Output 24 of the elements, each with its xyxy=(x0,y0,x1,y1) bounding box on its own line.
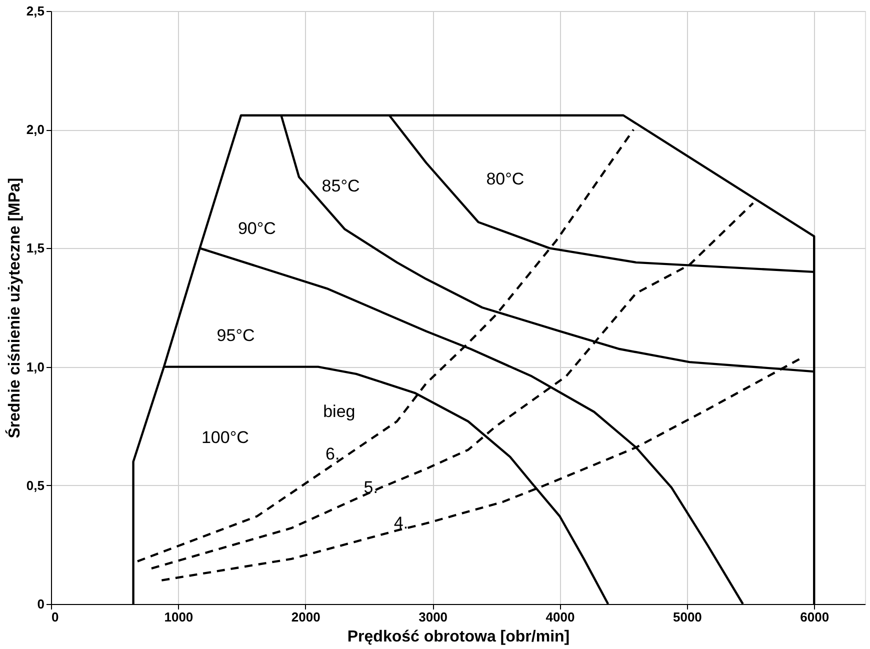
annotation: 6. xyxy=(326,444,340,464)
annotation: 85°C xyxy=(322,176,360,196)
x-tick-label: 6000 xyxy=(800,610,830,624)
y-axis-title: Średnie ciśnienie użyteczne [MPa] xyxy=(4,178,24,438)
annotation: 4. xyxy=(394,513,408,532)
y-tick-label: 2,0 xyxy=(26,122,44,138)
x-axis-title: Prędkość obrotowa [obr/min] xyxy=(347,628,570,646)
x-tick-label: 5000 xyxy=(672,610,702,624)
annotation: 95°C xyxy=(216,326,255,345)
annotation: bieg xyxy=(323,402,356,421)
y-tick-label: 0,5 xyxy=(26,478,44,493)
x-tick-label: 0 xyxy=(52,610,59,624)
x-tick-label: 2000 xyxy=(291,610,320,624)
y-tick-label: 1,5 xyxy=(26,240,44,256)
y-tick-label: 1,0 xyxy=(26,359,44,374)
annotation: 90°C xyxy=(238,219,276,238)
x-tick-label: 1000 xyxy=(164,610,194,624)
annotation: 100°C xyxy=(201,428,249,447)
y-tick-label: 2,5 xyxy=(26,4,44,18)
x-tick-label: 3000 xyxy=(418,610,448,624)
annotation: 5. xyxy=(364,478,378,497)
x-tick-label: 4000 xyxy=(546,610,575,624)
y-tick-label: 0 xyxy=(37,596,44,612)
annotation: 80°C xyxy=(486,169,524,188)
